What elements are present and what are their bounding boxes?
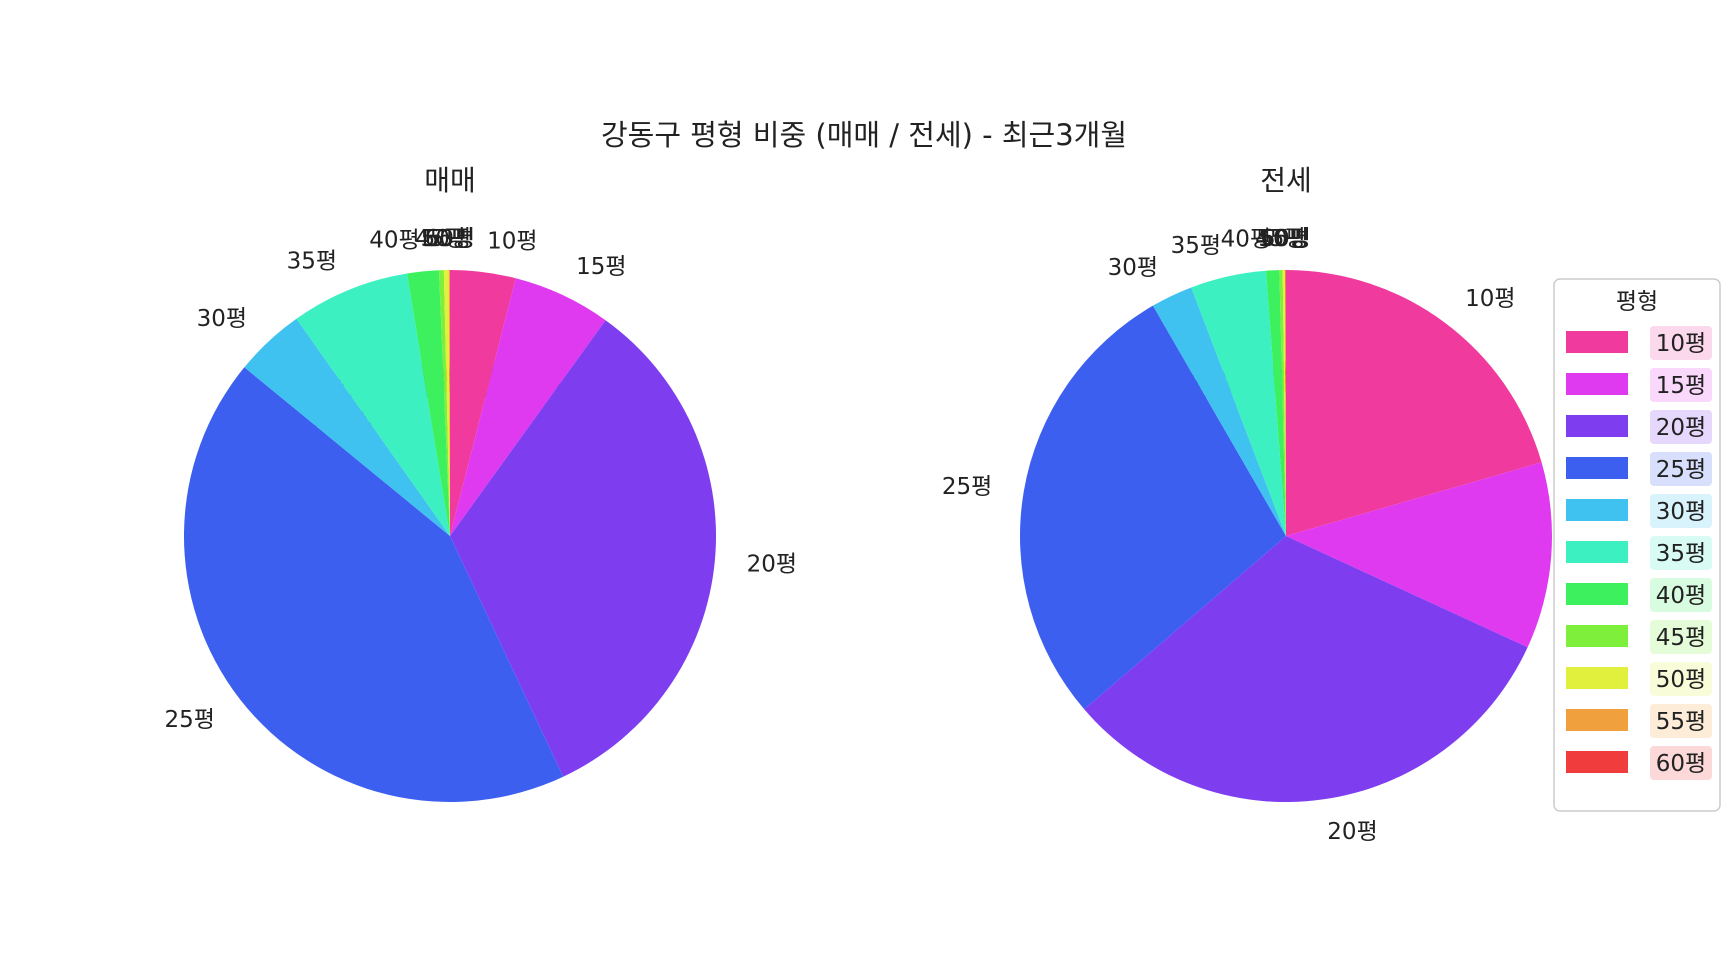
legend-label-box (1650, 704, 1712, 738)
slice-label: 35평 (287, 248, 337, 274)
pie-slice-25평 (183, 367, 564, 803)
slice-label: 25평 (942, 474, 992, 500)
slice-label: 40평 (369, 228, 419, 254)
pie-slice-55평 (1285, 269, 1286, 536)
legend-swatch (1566, 331, 1628, 353)
pie-slice-15평 (450, 278, 606, 536)
slice-label: 50평 (1258, 226, 1308, 252)
slice-label: 20평 (1327, 819, 1377, 845)
legend-item-label: 10평 (1656, 331, 1706, 357)
pie-slice-10평 (450, 270, 516, 536)
legend-item-label: 35평 (1656, 541, 1706, 567)
legend-swatch (1566, 751, 1628, 773)
legend-item-label: 20평 (1656, 415, 1706, 441)
legend-label-box (1650, 368, 1712, 402)
legend-item-label: 40평 (1656, 583, 1706, 609)
pie-slice-40평 (1265, 270, 1286, 536)
legend: 평형 10평 15평 20평 25평 30평 35평 40평 45평 50평 55평 60평 (1553, 278, 1721, 812)
legend-item-label: 45평 (1656, 625, 1706, 651)
pie-slice-10평 (1286, 270, 1542, 536)
pie-slice-55평 (448, 269, 450, 536)
legend-swatch (1566, 541, 1628, 563)
pie-slice-40평 (407, 270, 450, 536)
legend-swatch (1566, 415, 1628, 437)
legend-item-label: 30평 (1656, 499, 1706, 525)
legend-label-box (1650, 578, 1712, 612)
legend-swatch (1566, 583, 1628, 605)
pie-slice-25평 (1020, 305, 1286, 710)
figure-title: 강동구 평형 비중 (매매 / 전세) - 최근3개월 (600, 118, 1128, 152)
pie-slice-35평 (1191, 270, 1286, 536)
pie-slice-50평 (1282, 270, 1286, 536)
slice-label: 55평 (424, 226, 474, 252)
pie-title: 매매 (424, 164, 476, 197)
legend-label-box (1650, 494, 1712, 528)
pie-slice-35평 (296, 273, 450, 536)
slice-label: 35평 (1171, 233, 1221, 259)
legend-label-box (1650, 452, 1712, 486)
legend-title: 평형 (1616, 289, 1658, 315)
pie-title: 전세 (1260, 164, 1312, 197)
slice-label: 60평 (425, 226, 475, 252)
legend-label-box (1650, 620, 1712, 654)
slice-label: 55평 (1260, 226, 1310, 252)
legend-item-label: 60평 (1656, 751, 1706, 777)
slice-label: 20평 (747, 552, 797, 578)
legend-item-label: 15평 (1656, 373, 1706, 399)
legend-swatch (1566, 373, 1628, 395)
legend-label-box (1650, 410, 1712, 444)
legend-label-box (1650, 746, 1712, 780)
slice-label: 45평 (1255, 226, 1305, 252)
slice-label: 30평 (197, 306, 247, 332)
pie-slice-30평 (1152, 287, 1286, 536)
pie-slice-20평 (450, 320, 717, 777)
pie-slice-20평 (1084, 536, 1528, 803)
pie-slice-45평 (1279, 270, 1286, 536)
legend-label-box (1650, 662, 1712, 696)
slice-label: 25평 (164, 707, 214, 733)
pie-slice-15평 (1286, 462, 1552, 648)
legend-swatch (1566, 625, 1628, 647)
legend-swatch (1566, 667, 1628, 689)
legend-item-label: 55평 (1656, 709, 1706, 735)
legend-swatch (1566, 709, 1628, 731)
pie-slice-50평 (443, 270, 450, 536)
legend-item-label: 25평 (1656, 457, 1706, 483)
legend-label-box (1650, 326, 1712, 360)
legend-swatch (1566, 499, 1628, 521)
slice-label: 15평 (576, 254, 626, 280)
slice-label: 10평 (487, 228, 537, 254)
legend-item-label: 50평 (1656, 667, 1706, 693)
slice-label: 10평 (1465, 286, 1515, 312)
pie-slice-30평 (244, 318, 450, 536)
legend-label-box (1650, 536, 1712, 570)
slice-label: 45평 (415, 226, 465, 252)
slice-label: 40평 (1221, 227, 1271, 253)
pie-chart-1: 매매10평4.0% (54)15평6.0% (81)20평33.1% (449)… (164, 164, 797, 803)
slice-label: 30평 (1108, 255, 1158, 281)
legend-swatch (1566, 457, 1628, 479)
slice-label: 60평 (1260, 226, 1310, 252)
pie-slice-45평 (438, 270, 450, 536)
slice-label: 50평 (421, 226, 471, 252)
